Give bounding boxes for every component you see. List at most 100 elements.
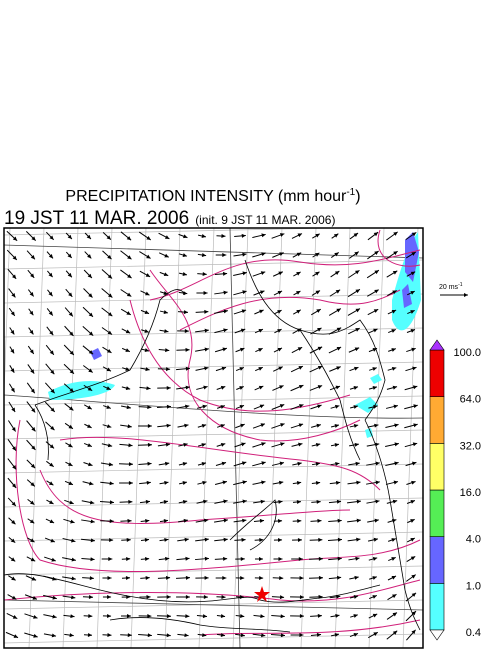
wind-arrow-head (49, 330, 54, 336)
wind-arrow-head (278, 480, 284, 485)
wind-arrow-head (88, 331, 94, 336)
wind-arrow-head (166, 423, 171, 428)
wind-arrow-head (69, 369, 74, 374)
wind-arrow-head (31, 576, 37, 581)
wind-arrow-head (163, 291, 168, 295)
wind-arrow-head (204, 347, 209, 352)
reference-label: 20 ms-1 (439, 282, 463, 291)
wind-arrow-head (337, 537, 342, 542)
wind-arrow-head (52, 576, 57, 581)
wind-arrow-head (185, 575, 190, 580)
wind-arrow-head (147, 442, 152, 447)
parallel (4, 633, 423, 644)
wind-arrow-head (336, 594, 341, 599)
wind-arrow-head (11, 595, 17, 600)
wind-arrow-head (241, 461, 247, 466)
wind-arrow-head (353, 633, 358, 637)
wind-arrow-head (87, 424, 92, 428)
wind-arrow-head (185, 614, 190, 619)
wind-arrow-head (88, 293, 93, 298)
isobars (4, 229, 421, 636)
wind-arrow-head (68, 424, 73, 429)
wind-arrow-head (49, 235, 54, 240)
wind-arrow-head (372, 348, 378, 352)
wind-arrow-head (127, 274, 132, 279)
wind-arrow-head (355, 328, 360, 332)
wind-arrow-head (335, 289, 341, 294)
wind-arrow-head (183, 518, 188, 523)
wind-arrow-head (203, 291, 208, 296)
wind-arrow-head (261, 633, 266, 638)
wind-arrow-head (165, 556, 170, 561)
wind-arrow-head (106, 367, 111, 372)
wind-arrow-head (354, 366, 359, 371)
wind-arrow-head (87, 386, 93, 391)
wind-arrow-head (277, 519, 283, 523)
wind-arrow-head (201, 423, 207, 428)
wind-arrow-head (411, 574, 416, 579)
wind-arrow-head (109, 481, 114, 486)
wind-arrow-head (128, 480, 133, 485)
wind-arrow-head (412, 366, 417, 371)
parallel (4, 158, 423, 167)
wind-arrow-head (336, 575, 342, 580)
wind-arrow-head (147, 424, 152, 429)
wind-arrow-head (279, 461, 284, 466)
wind-arrow-head (50, 388, 55, 394)
wind-arrow-head (335, 461, 340, 466)
wind-arrow-head (183, 234, 188, 239)
wind-arrow-head (277, 310, 282, 314)
colorbar-label: 100.0 (453, 347, 481, 359)
wind-arrow-head (296, 271, 301, 276)
wind-arrow-head (411, 611, 416, 616)
wind-arrow-head (69, 406, 74, 411)
wind-arrow-head (373, 632, 378, 636)
wind-arrow-head (242, 252, 247, 257)
wind-arrow-head (166, 633, 171, 638)
wind-arrow-head (11, 501, 16, 507)
wind-arrow-head (277, 290, 283, 295)
valid-time-text: 19 JST 11 MAR. 2006 (4, 208, 189, 229)
title-end: ) (355, 188, 360, 205)
wind-arrow-head (125, 386, 131, 391)
precipitation (48, 232, 421, 438)
wind-arrow-head (51, 557, 56, 562)
init-time: (init. 9 JST 11 MAR. 2006) (195, 213, 335, 227)
wind-arrow-head (353, 614, 358, 618)
wind-arrow-head (49, 350, 54, 355)
wind-arrow-head (68, 481, 73, 485)
wind-arrow-head (259, 404, 265, 409)
wind-arrow-head (127, 424, 132, 429)
wind-arrow-head (185, 385, 190, 390)
wind-arrow-head (334, 633, 339, 637)
wind-arrow-head (315, 480, 321, 485)
colorbar-segment (429, 583, 445, 631)
wind-arrow-head (11, 576, 16, 581)
wind-arrow-head (29, 292, 34, 297)
wind-arrow-head (12, 274, 17, 279)
wind-arrow-head (315, 442, 321, 447)
wind-arrow-head (316, 499, 321, 504)
wind-arrow-head (90, 557, 95, 562)
wind-arrow-head (31, 445, 36, 450)
wind-arrow-head (126, 614, 131, 619)
wind-arrow-head (221, 461, 227, 466)
wind-arrow-head (318, 537, 323, 542)
wind-arrow-head (412, 442, 418, 447)
wind-arrow-head (166, 614, 171, 619)
wind-arrow-head (223, 309, 228, 314)
wind-arrow-head (411, 347, 416, 352)
lat-lon-grid (4, 158, 423, 648)
wind-arrow-head (334, 271, 340, 275)
wind-arrow-head (163, 272, 169, 277)
wind-arrow-head (165, 442, 171, 447)
wind-arrow-head (296, 309, 301, 314)
wind-arrow-head (222, 576, 227, 581)
colorbar-segment (429, 396, 445, 444)
wind-arrow-head (333, 233, 339, 238)
wind-arrow-head (278, 366, 283, 371)
wind-arrow-head (279, 404, 285, 408)
wind-arrow-head (223, 556, 228, 561)
wind-arrow-head (223, 290, 228, 295)
wind-arrow-head (394, 461, 399, 466)
